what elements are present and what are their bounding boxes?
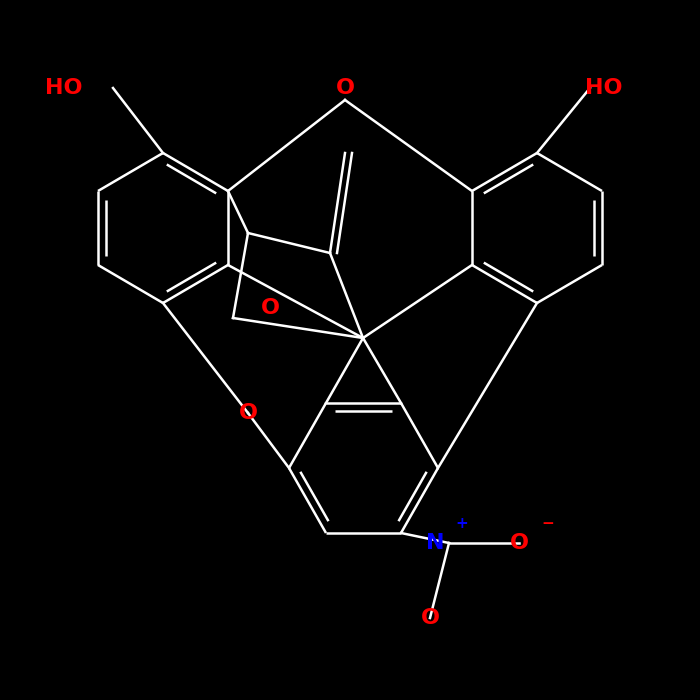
- Text: +: +: [456, 515, 468, 531]
- Text: N: N: [426, 533, 444, 553]
- Text: O: O: [510, 533, 529, 553]
- Text: HO: HO: [45, 78, 83, 98]
- Text: O: O: [260, 298, 279, 318]
- Text: −: −: [542, 515, 554, 531]
- Text: HO: HO: [585, 78, 622, 98]
- Text: O: O: [421, 608, 440, 628]
- Text: O: O: [335, 78, 354, 98]
- Text: O: O: [239, 403, 258, 423]
